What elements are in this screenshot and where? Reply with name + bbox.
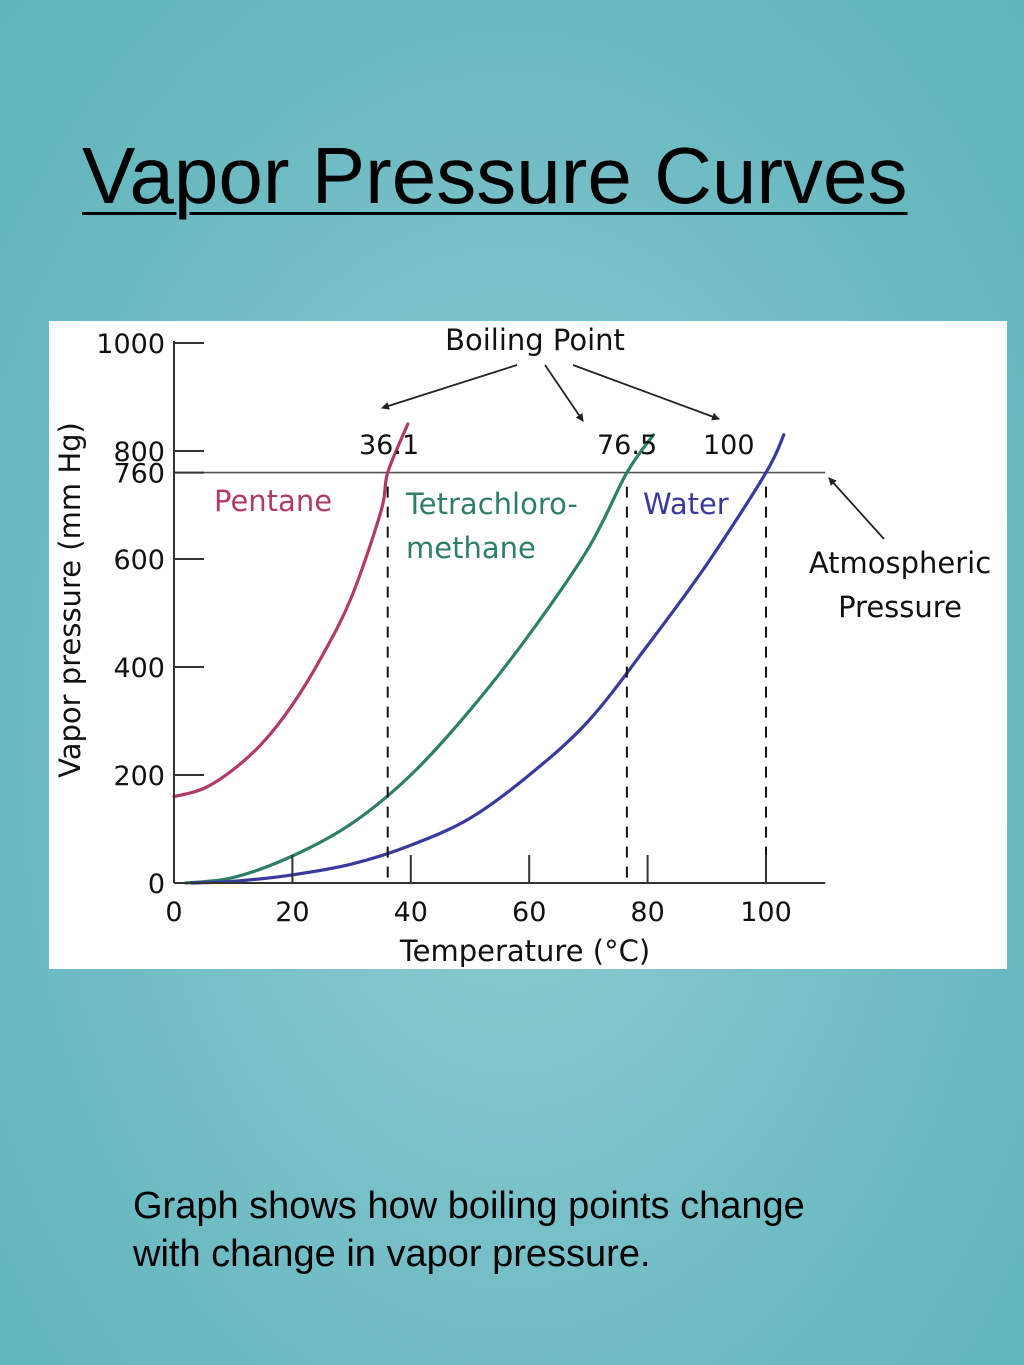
y-tick-label-1000: 1000 bbox=[96, 329, 165, 360]
atmospheric-pressure-arrow bbox=[828, 477, 885, 540]
atmospheric-pressure-label-line-2: Pressure bbox=[838, 590, 962, 624]
pentane-boiling-arrow bbox=[381, 364, 518, 410]
x-tick-label-80: 80 bbox=[630, 897, 664, 928]
x-tick-label-100: 100 bbox=[740, 897, 792, 928]
water-label-line-1: Water bbox=[643, 487, 729, 521]
tetrachloromethane-label-line-2: methane bbox=[406, 531, 536, 565]
tetrachloromethane-curve bbox=[184, 433, 656, 885]
pentane-label-line-1: Pentane bbox=[214, 484, 332, 518]
atmospheric-pressure-label: Atmospheric Pressure bbox=[809, 546, 991, 624]
water-boiling-arrow bbox=[572, 364, 720, 421]
pentane-boiling-point-label: 36.1 bbox=[359, 430, 419, 461]
slide-title: Vapor Pressure Curves bbox=[82, 131, 908, 220]
caption: Graph shows how boiling points change wi… bbox=[133, 1182, 953, 1278]
x-tick-label-60: 60 bbox=[512, 897, 546, 928]
pentane-curve bbox=[172, 422, 410, 799]
y-tick-label-760: 760 bbox=[113, 459, 165, 490]
y-axis-title: Vapor pressure (mm Hg) bbox=[53, 422, 87, 778]
x-tick-label-0: 0 bbox=[165, 897, 182, 928]
x-axis-title: Temperature (°C) bbox=[399, 934, 650, 968]
y-tick-label-200: 200 bbox=[113, 761, 165, 792]
y-tick-label-0: 0 bbox=[148, 869, 165, 900]
tetrachloromethane-label-line-1: Tetrachloro- bbox=[405, 487, 578, 521]
boiling-point-annotation: Boiling Point bbox=[445, 323, 625, 357]
water-label: Water bbox=[643, 487, 729, 521]
x-tick-label-20: 20 bbox=[275, 897, 309, 928]
pentane-label: Pentane bbox=[214, 484, 332, 518]
x-tick-label-40: 40 bbox=[394, 897, 428, 928]
caption-line-2: with change in vapor pressure. bbox=[133, 1233, 651, 1275]
y-tick-label-800: 800 bbox=[113, 437, 165, 468]
chart-panel: 0 200 400 600 760 800 1000 0 20 40 60 80 100 Pentane… bbox=[49, 321, 1007, 969]
tetrachloromethane-label: Tetrachloro-methane bbox=[405, 487, 578, 565]
y-tick-label-600: 600 bbox=[113, 545, 165, 576]
caption-line-1: Graph shows how boiling points change bbox=[133, 1185, 805, 1227]
atmospheric-pressure-label-line-1: Atmospheric bbox=[809, 546, 991, 580]
tetrachloromethane-boiling-point-label: 76.5 bbox=[597, 430, 657, 461]
tetrachloromethane-boiling-arrow bbox=[544, 364, 584, 422]
water-boiling-point-label: 100 bbox=[703, 430, 755, 461]
y-tick-label-400: 400 bbox=[113, 653, 165, 684]
